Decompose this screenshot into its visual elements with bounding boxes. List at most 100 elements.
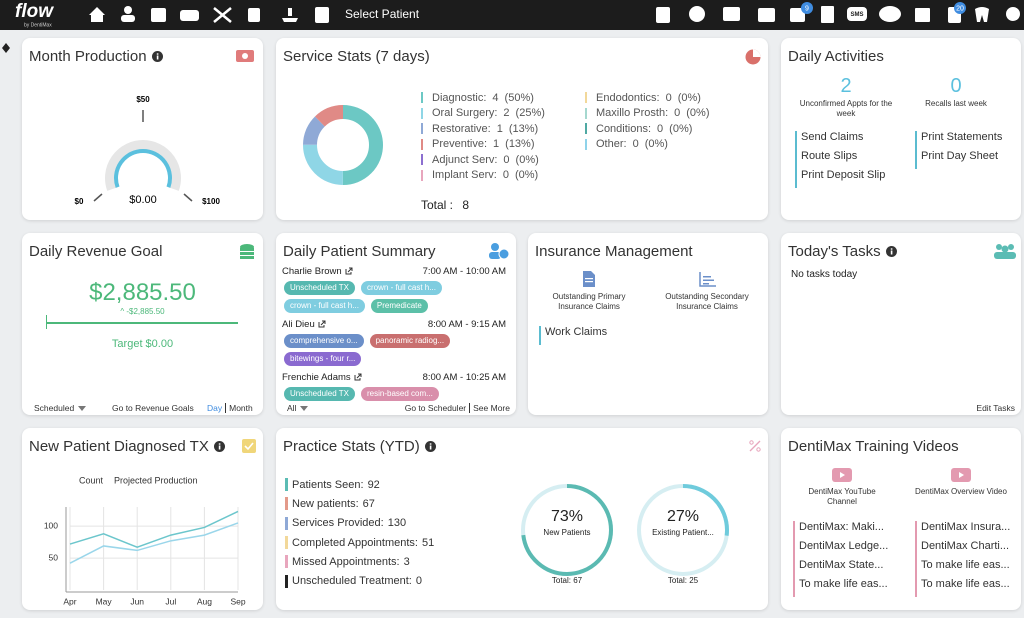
external-link-icon[interactable] [345, 267, 353, 275]
y-tick-label: 50 [49, 552, 59, 562]
nav-icon[interactable] [656, 7, 670, 23]
claim-link[interactable]: Outstanding Primary Insurance Claims [552, 292, 626, 311]
video-link[interactable]: To make life eas... [793, 578, 915, 597]
video-link[interactable]: DentiMax: Maki... [793, 521, 915, 540]
nav-icon[interactable] [758, 8, 775, 22]
stat-label: Unconfirmed Appts for the week [799, 99, 893, 118]
patient-name[interactable]: Frenchie Adams [282, 371, 351, 383]
gauge-tick [93, 193, 103, 202]
stat-label: New patients: [292, 497, 359, 510]
nav-icon[interactable] [723, 7, 740, 21]
activity-link[interactable]: Send Claims [795, 131, 915, 150]
video-link[interactable]: DentiMax State... [793, 559, 915, 578]
ring-percent: 27% [667, 508, 699, 525]
patient-card-icon[interactable] [315, 7, 329, 23]
period-day[interactable]: Day [207, 403, 223, 413]
revenue-link[interactable]: Go to Revenue Goals [112, 403, 194, 413]
video-link[interactable]: DentiMax Ledge... [793, 540, 915, 559]
patient-name[interactable]: Ali Dieu [282, 318, 315, 330]
see-more-link[interactable]: See More [469, 403, 510, 413]
payment-icon[interactable] [282, 8, 298, 22]
filter-value[interactable]: Scheduled [34, 403, 75, 413]
legend-bar [421, 169, 423, 181]
nav-icons[interactable] [89, 6, 1020, 23]
activity-link[interactable]: Print Statements [915, 131, 1021, 150]
patient-entry: Charlie Brown 7:00 AM - 10:00 AM Unschedul… [282, 264, 510, 315]
service-count: 0 [674, 107, 681, 120]
activity-link[interactable]: Print Day Sheet [915, 150, 1021, 169]
search-icon[interactable] [689, 6, 705, 22]
nav-icon[interactable] [821, 6, 834, 23]
external-link-icon[interactable] [354, 373, 362, 381]
filter-dropdown[interactable]: All [287, 403, 309, 413]
tools-icon[interactable] [213, 7, 232, 23]
video-link[interactable]: DentiMax Charti... [915, 540, 1021, 559]
period-toggle: Day Month [207, 403, 253, 413]
stat-value: 67 [362, 497, 375, 510]
period-month[interactable]: Month [225, 403, 253, 413]
activity-link[interactable]: Route Slips [795, 150, 915, 169]
tooth-icon[interactable] [975, 7, 989, 22]
claim-link[interactable]: Outstanding Secondary Insurance Claims [665, 292, 749, 311]
filter-value[interactable]: All [287, 403, 297, 413]
sms-icon[interactable] [847, 7, 867, 21]
channel-link[interactable]: DentiMax YouTube Channel [808, 487, 876, 506]
chat-icon[interactable] [879, 6, 901, 22]
legend-bar [285, 536, 288, 550]
service-percent: (25%) [515, 107, 545, 120]
select-patient[interactable]: Select Patient [345, 7, 420, 21]
calendar-icon[interactable] [151, 8, 166, 22]
external-link-glyph [354, 373, 362, 381]
filter-dropdown[interactable]: Scheduled [34, 403, 87, 413]
empty-message: No tasks today [791, 269, 858, 280]
nav-icon[interactable] [915, 8, 930, 22]
activity-stat[interactable]: 0 Recalls last week [901, 75, 1011, 119]
billing-icon[interactable] [248, 8, 260, 22]
patient-name-wrap: Ali Dieu [282, 319, 326, 330]
logo[interactable]: flow [15, 1, 54, 22]
legend-bar [285, 555, 288, 569]
nav-icon[interactable] [790, 8, 805, 22]
video-link[interactable]: DentiMax Insura... [915, 521, 1021, 540]
settings-icon[interactable] [1006, 7, 1020, 21]
video-icon[interactable] [832, 468, 852, 482]
card-header: Daily Revenue Goal [29, 243, 162, 260]
external-link-icon[interactable] [318, 320, 326, 328]
x-tick-label: Apr [63, 596, 76, 606]
service-percent: (0%) [677, 91, 701, 104]
sidebar-toggle[interactable] [0, 42, 12, 54]
channel-link[interactable]: DentiMax Overview Video [915, 487, 1007, 496]
card-title: New Patient Diagnosed TX [29, 438, 209, 455]
appointment-time: 7:00 AM - 10:00 AM [422, 265, 506, 277]
patient-name[interactable]: Charlie Brown [282, 265, 342, 277]
card-title: Insurance Management [535, 243, 693, 260]
calendar-check-icon [242, 439, 256, 453]
edit-tasks-link[interactable]: Edit Tasks [976, 403, 1015, 413]
video-link[interactable]: To make life eas... [915, 559, 1021, 578]
activity-link[interactable]: Print Deposit Slip [795, 169, 915, 188]
sidebar-icon[interactable] [2, 43, 10, 53]
activity-stat[interactable]: 2 Unconfirmed Appts for the week [791, 75, 901, 119]
person-icon[interactable] [124, 6, 132, 14]
scheduler-link[interactable]: Go to Scheduler [404, 403, 467, 413]
person-icon[interactable] [121, 15, 135, 22]
info-icon[interactable] [213, 441, 225, 452]
service-label: Other: [596, 138, 627, 151]
service-count: 4 [492, 91, 499, 104]
info-icon[interactable] [151, 51, 163, 62]
video-icon[interactable] [951, 468, 971, 482]
work-claims-link[interactable]: Work Claims [539, 326, 607, 345]
service-count: 0 [657, 122, 664, 135]
home-icon[interactable] [89, 7, 105, 22]
ring-charts: 73% New Patients Total: 67 27% Existing Pati… [521, 484, 729, 585]
info-icon[interactable] [885, 246, 897, 257]
legend-label: Projected Production [114, 475, 198, 485]
service-percent: (13%) [508, 122, 539, 135]
video-link[interactable]: To make life eas... [915, 578, 1021, 597]
card-title: Daily Activities [788, 48, 884, 65]
ring-label: Existing Patient... [652, 528, 714, 537]
info-icon[interactable] [424, 441, 436, 452]
card-title: DentiMax Training Videos [788, 438, 959, 455]
patient-summary-card: Daily Patient Summary Charlie Brown 7:00 … [276, 233, 516, 415]
chart-icon[interactable] [180, 10, 199, 21]
